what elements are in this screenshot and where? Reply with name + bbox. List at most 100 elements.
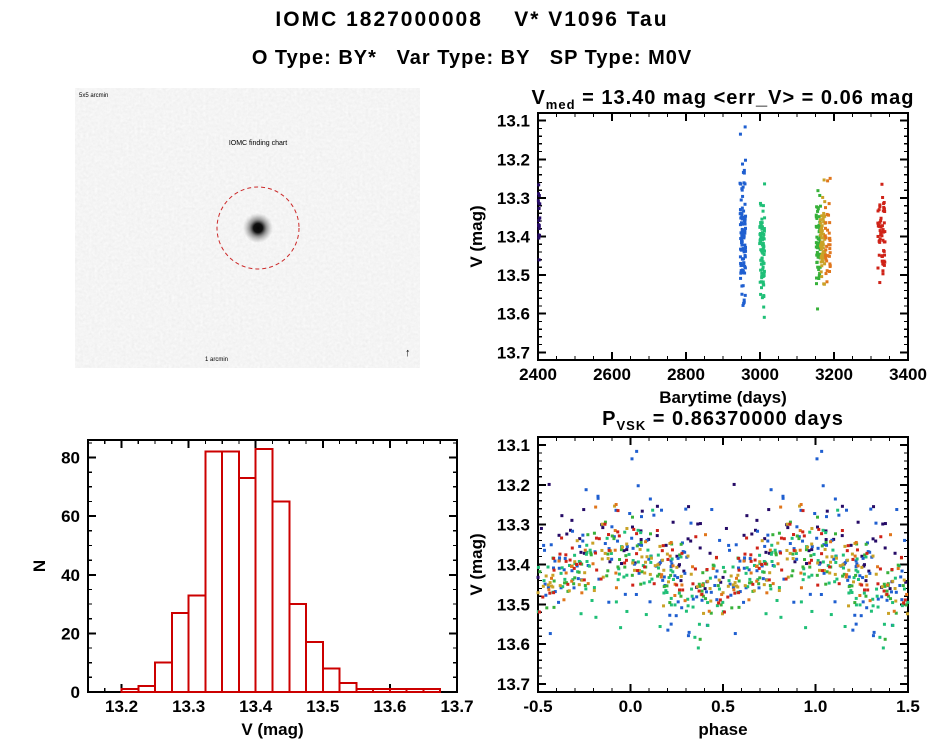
x-tick-label: -0.5 [523,697,552,716]
data-point [648,580,652,584]
data-point [762,245,766,249]
data-point [818,568,822,572]
data-point [886,594,890,598]
data-point [829,540,833,544]
data-point [613,529,617,533]
data-point [660,508,664,512]
data-point [820,275,824,279]
data-point [833,600,837,604]
data-point [537,233,541,237]
data-point [816,559,820,563]
data-point [662,591,666,595]
data-point [859,614,863,618]
data-point [810,526,814,530]
data-point [662,568,666,572]
data-point [801,578,805,582]
data-point [582,551,586,555]
data-point [883,260,887,264]
data-point [894,590,898,594]
data-point [731,583,735,587]
data-point [669,622,673,626]
data-point [585,559,589,563]
data-point [664,589,668,593]
data-point [673,582,677,586]
data-point [562,568,566,572]
data-point [559,571,563,575]
data-point [871,597,875,601]
data-point [743,222,747,226]
y-axis-label: N [30,560,49,572]
data-point [824,272,828,276]
data-point [880,254,884,258]
data-point [820,236,824,240]
data-point [821,246,825,250]
data-point [632,527,636,531]
lightcurve-points [536,125,887,319]
data-point [547,482,551,486]
data-point [682,569,686,573]
data-point [878,240,882,244]
data-point [576,570,580,574]
data-point [879,219,883,223]
data-point [815,235,819,239]
data-point [845,573,849,577]
data-point [817,276,821,280]
data-point [709,599,713,603]
data-point [589,553,593,557]
data-point [597,577,601,581]
data-point [600,522,604,526]
data-point [815,457,819,461]
data-point [762,261,766,265]
data-point [741,233,745,237]
x-axis-label: V (mag) [241,720,303,739]
data-point [741,284,745,288]
data-point [655,534,659,538]
finding-chart-panel: 5x5 arcmin IOMC finding chart 1 arcmin ↑ [75,88,420,368]
page-subtitle: O Type: BY* Var Type: BY SP Type: M0V [251,47,693,69]
data-point [880,595,884,599]
data-point [669,573,673,577]
data-point [679,579,683,583]
data-point [834,560,838,564]
data-point [668,613,672,617]
data-point [666,557,670,561]
data-point [798,504,802,508]
data-point [577,559,581,563]
data-point [858,603,862,607]
data-point [761,274,765,278]
data-point [653,564,657,568]
data-point [790,536,794,540]
data-point [854,622,858,626]
data-point [607,547,611,551]
data-point [594,505,598,509]
data-point [717,601,721,605]
histogram-bar [355,688,375,693]
y-tick-label: 13.7 [497,343,530,362]
data-point [689,572,693,576]
data-point [827,243,831,247]
data-point [891,579,895,583]
data-point [834,556,838,560]
data-point [785,522,789,526]
data-point [695,595,699,599]
data-point [583,548,587,552]
data-point [676,576,680,580]
data-point [617,567,621,571]
data-point [896,567,900,571]
y-tick-label: 13.1 [497,112,530,131]
data-point [864,579,868,583]
data-point [766,533,770,537]
data-point [864,594,868,598]
data-point [743,243,747,247]
data-point [817,268,821,272]
data-point [762,233,766,237]
data-point [637,571,641,575]
data-point [760,286,764,290]
data-point [841,563,845,567]
data-point [880,259,884,263]
data-point [679,574,683,578]
data-point [792,533,796,537]
data-point [818,218,822,222]
data-point [649,560,653,564]
data-point [844,575,848,579]
